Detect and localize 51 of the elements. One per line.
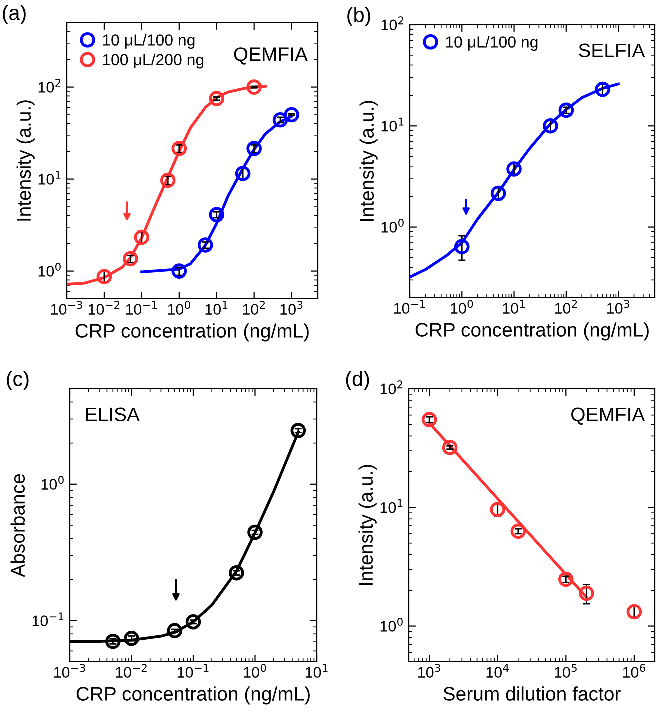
- y-tick-label: 10$^{0}$: [380, 618, 403, 632]
- y-axis-title: Intensity (a.u.): [16, 100, 35, 221]
- x-tick-label: 10$^{1}$: [306, 664, 328, 678]
- x-tick-label: 10$^{3}$: [280, 301, 303, 315]
- y-tick-label: 10$^{0}$: [42, 476, 64, 490]
- x-tick-label: 10$^{6}$: [623, 664, 646, 678]
- x-tick-label: 10$^{−1}$: [178, 664, 209, 678]
- legend-label: 100 μL/200 ng: [103, 54, 204, 69]
- chart-title: (a): [3, 5, 26, 25]
- x-axis-title: Serum dilution factor: [444, 686, 621, 701]
- x-tick-label: 10$^{5}$: [555, 664, 577, 678]
- y-tick-label: 10$^{0}$: [382, 218, 404, 233]
- annotation: SELFIA: [579, 44, 646, 58]
- y-tick-label: 10$^{1}$: [380, 499, 403, 514]
- x-tick-label: 10$^{2}$: [555, 300, 578, 314]
- x-tick-label: 10$^{3}$: [418, 664, 440, 678]
- x-tick-label: 10$^{−1}$: [394, 300, 426, 314]
- y-axis-title: Absorbance: [10, 474, 26, 578]
- x-tick-label: 10$^{−3}$: [51, 301, 82, 315]
- y-axis-title: Intensity (a.u.): [358, 465, 377, 586]
- annotation: QEMFIA: [572, 408, 646, 425]
- y-tick-label: 10$^{2}$: [382, 16, 404, 31]
- chart-title: (c): [7, 371, 29, 391]
- y-tick-label: 10$^{2}$: [38, 78, 61, 93]
- x-axis-title: CRP concentration (ng/mL): [76, 686, 310, 705]
- x-tick-label: 10$^{3}$: [608, 300, 630, 314]
- x-axis-title: CRP concentration (ng/mL): [76, 324, 309, 342]
- legend-label: 10 μL/100 ng: [103, 34, 195, 50]
- y-axis-title: Intensity (a.u.): [360, 101, 378, 222]
- x-tick-label: 10$^{−2}$: [88, 301, 120, 315]
- y-tick-label: 10$^{1}$: [382, 118, 404, 132]
- annotation: QEMFIA: [234, 48, 308, 65]
- legend-label: 10 μL/100 ng: [446, 36, 538, 52]
- y-tick-label: 10$^{0}$: [38, 262, 61, 277]
- x-tick-label: 10$^{2}$: [243, 301, 265, 315]
- x-tick-label: 10$^{0}$: [451, 300, 474, 314]
- x-axis-title: CRP concentration (ng/mL): [416, 322, 649, 341]
- annotation: ELISA: [86, 408, 140, 422]
- x-tick-label: 10$^{0}$: [168, 301, 190, 315]
- x-tick-label: 10$^{1}$: [503, 300, 526, 314]
- chart-title: (d): [346, 371, 370, 391]
- y-tick-label: 10$^{2}$: [380, 380, 403, 395]
- x-tick-label: 10$^{4}$: [486, 664, 509, 678]
- y-tick-label: 10$^{−1}$: [32, 612, 64, 626]
- x-tick-label: 10$^{−1}$: [126, 301, 158, 315]
- x-tick-label: 10$^{−2}$: [116, 664, 147, 678]
- x-tick-label: 10$^{1}$: [206, 301, 228, 315]
- y-tick-label: 10$^{1}$: [38, 171, 61, 185]
- x-tick-label: 10$^{−3}$: [54, 664, 86, 678]
- chart-title: (b): [348, 7, 370, 27]
- x-tick-label: 10$^{0}$: [244, 664, 266, 678]
